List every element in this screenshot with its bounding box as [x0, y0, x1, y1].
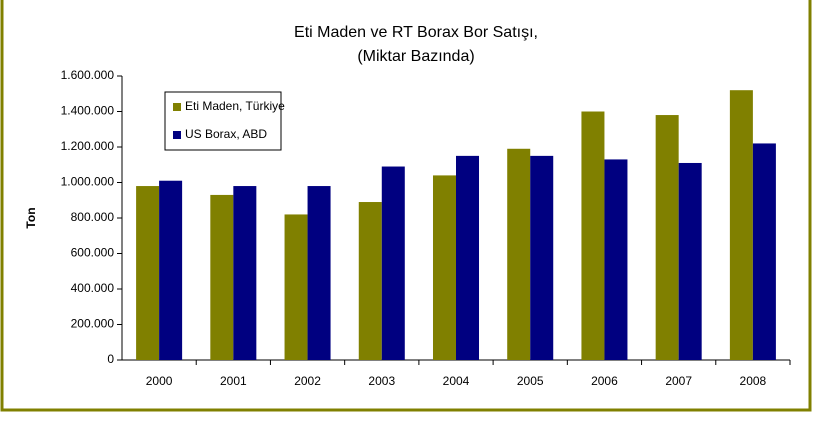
y-axis-label: Ton — [24, 207, 38, 228]
bar — [136, 186, 160, 360]
bar — [284, 214, 308, 360]
bar — [752, 143, 776, 360]
y-tick-label: 1.000.000 — [61, 175, 115, 189]
x-tick-label: 2002 — [294, 374, 321, 388]
bar — [678, 162, 702, 360]
y-tick-label: 1.200.000 — [61, 139, 115, 153]
x-tick-label: 2001 — [220, 374, 247, 388]
bar — [210, 194, 234, 360]
bar — [507, 148, 531, 360]
chart-title: Eti Maden ve RT Borax Bor Satışı, — [294, 24, 538, 41]
y-tick-label: 600.000 — [71, 246, 115, 260]
bar — [432, 175, 456, 360]
y-tick-label: 400.000 — [71, 281, 115, 295]
x-tick-label: 2008 — [740, 374, 767, 388]
x-tick-label: 2006 — [591, 374, 618, 388]
x-tick-label: 2007 — [665, 374, 692, 388]
bar — [655, 115, 679, 360]
bar — [456, 155, 480, 360]
legend-label: US Borax, ABD — [185, 127, 267, 141]
x-tick-label: 2000 — [146, 374, 173, 388]
chart-title: (Miktar Bazında) — [357, 48, 474, 65]
bar — [581, 111, 605, 360]
frame — [0, 0, 812, 412]
y-tick-label: 0 — [107, 352, 114, 366]
legend-box — [164, 91, 282, 151]
x-tick-label: 2003 — [368, 374, 395, 388]
bar — [307, 186, 331, 360]
y-tick-label: 1.600.000 — [61, 68, 115, 82]
bar — [358, 202, 382, 360]
legend-swatch — [173, 131, 181, 139]
bar — [729, 90, 753, 360]
bar — [233, 186, 257, 360]
y-tick-label: 1.400.000 — [61, 104, 115, 118]
x-tick-label: 2004 — [443, 374, 470, 388]
legend-label: Eti Maden, Türkiye — [185, 99, 285, 113]
bar — [530, 155, 554, 360]
legend-swatch — [173, 103, 181, 111]
bar — [604, 159, 628, 360]
y-tick-label: 800.000 — [71, 210, 115, 224]
x-tick-label: 2005 — [517, 374, 544, 388]
bar — [381, 166, 405, 360]
y-tick-label: 200.000 — [71, 317, 115, 331]
bar — [159, 180, 183, 360]
